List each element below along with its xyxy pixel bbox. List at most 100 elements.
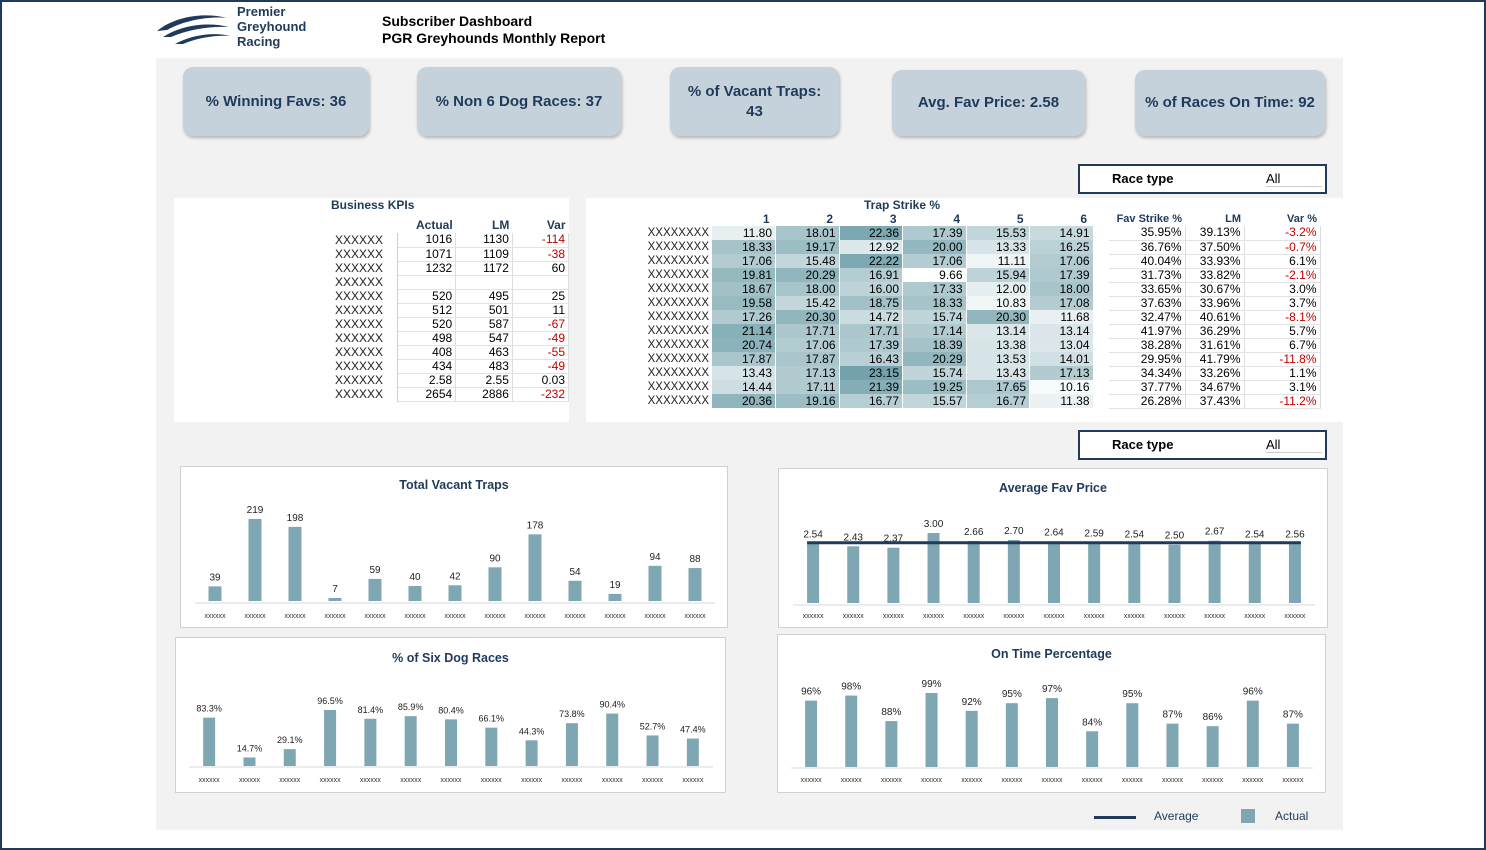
bar-8	[528, 534, 542, 601]
category-label-6: xxxxxx	[1044, 613, 1066, 620]
fav-cell: 34.67%	[1185, 380, 1245, 395]
category-label-3: xxxxxx	[325, 613, 347, 620]
table-row: XXXXXXXX 21.14 17.71 17.71 17.14 13.14 13.14	[586, 324, 1094, 338]
trap-cell: 14.01	[1029, 352, 1094, 366]
bar-4	[364, 718, 377, 766]
data-label-8: 44.3%	[519, 726, 545, 736]
data-label-3: 96.5%	[317, 696, 343, 706]
filter-value[interactable]: All	[1266, 171, 1322, 187]
row-label: XXXXXXXX	[647, 324, 709, 337]
table-row: XXXXXX 2654 2886 -232	[332, 387, 570, 402]
data-label-6: 97%	[1042, 684, 1062, 695]
table-row: 26.28% 37.43% -11.2%	[1109, 394, 1321, 409]
kpi-cell-label: XXXXXX	[332, 275, 398, 289]
category-label-3: xxxxxx	[923, 613, 945, 620]
bar-11	[648, 565, 662, 601]
kpi-cell-label: XXXXXX	[332, 317, 398, 331]
data-label-10: 90.4%	[599, 700, 625, 710]
table-row: XXXXXXXX 18.33 19.17 12.92 20.00 13.33 16.25	[586, 240, 1094, 254]
table-row: XXXXXX 498 547 -49	[332, 331, 570, 346]
fav-cell: 36.76%	[1109, 240, 1186, 255]
trap-cell: 17.06	[902, 254, 967, 268]
chart-title: Total Vacant Traps	[399, 478, 509, 492]
category-label-3: xxxxxx	[320, 777, 342, 784]
trap-cell: 18.75	[839, 296, 903, 310]
table-row: 29.95% 41.79% -11.8%	[1109, 352, 1321, 367]
category-label-6: xxxxxx	[1042, 777, 1064, 784]
table-row: 37.77% 34.67% 3.1%	[1109, 380, 1321, 395]
brand-line-1: Premier	[237, 4, 286, 19]
kpi-cell-actual: 1016	[397, 233, 457, 248]
table-row: XXXXXX 512 501 11	[332, 303, 570, 318]
fav-cell: 5.7%	[1244, 324, 1321, 339]
bar-4	[368, 578, 382, 601]
category-label-4: xxxxxx	[365, 613, 387, 620]
trap-cell: 17.11	[775, 380, 840, 394]
trap-cell: 21.14	[712, 324, 776, 338]
data-label-11: 96%	[1243, 687, 1263, 698]
category-label-5: xxxxxx	[1003, 613, 1025, 620]
trap-cell: 16.77	[966, 394, 1030, 408]
data-label-8: 178	[527, 520, 544, 531]
kpi-cell-var: -55	[512, 345, 570, 360]
trap-cell: 19.17	[775, 240, 840, 254]
trap-cell: 16.00	[839, 282, 903, 296]
trap-cell: 18.00	[1029, 282, 1094, 296]
trap-cell: 17.06	[712, 254, 776, 268]
trap-cell: 18.39	[902, 338, 967, 352]
trap-cell: 13.38	[966, 338, 1030, 352]
filter-value[interactable]: All	[1266, 437, 1322, 453]
kpi-cell-lm: 483	[455, 359, 513, 374]
trap-cell: 20.29	[775, 268, 840, 282]
trap-cell: 14.91	[1029, 226, 1094, 240]
chart-svg: 96% xxxxxx 98% xxxxxx 88% xxxxxx 99% xxxxxx 92% x…	[791, 679, 1313, 784]
fav-cell: 37.50%	[1185, 240, 1245, 255]
fav-cell: 26.28%	[1109, 394, 1186, 409]
data-label-12: 2.56	[1285, 529, 1305, 540]
bar-7	[1088, 542, 1101, 603]
data-label-9: 73.8%	[559, 709, 585, 719]
race-type-filter-1[interactable]: Race type All	[1078, 164, 1327, 194]
trap-cell: 20.36	[712, 394, 776, 408]
trap-cell: 12.92	[839, 240, 903, 254]
trap-cell: 16.25	[1029, 240, 1094, 254]
table-row: XXXXXXXX 20.36 19.16 16.77 15.57 16.77 11.38	[586, 394, 1094, 408]
race-type-filter-2[interactable]: Race type All	[1078, 430, 1327, 460]
data-label-0: 83.3%	[196, 704, 222, 714]
trap-cell: 9.66	[902, 268, 967, 282]
table-row: XXXXXXXX 17.06 15.48 22.22 17.06 11.11 17.06	[586, 254, 1094, 268]
fav-cell: 1.1%	[1244, 366, 1321, 381]
chart-on-time-percentage: On Time Percentage 96% xxxxxx 98% xxxxxx 88%…	[777, 634, 1326, 793]
bar-11	[646, 735, 659, 766]
table-row: XXXXXXXX 13.43 17.13 23.15 15.74 13.43 17.13	[586, 366, 1094, 380]
data-label-2: 88%	[881, 707, 901, 718]
table-row: XXXXXXXX 11.80 18.01 22.36 17.39 15.53 14.91	[586, 226, 1094, 240]
data-label-2: 29.1%	[277, 735, 303, 745]
col-fav-lm: LM	[1225, 213, 1241, 225]
trap-cell: 17.39	[839, 338, 903, 352]
data-label-1: 98%	[841, 682, 861, 693]
bar-12	[686, 738, 699, 766]
trap-cell: 18.67	[712, 282, 776, 296]
trap-cell: 19.16	[775, 394, 840, 408]
data-label-10: 86%	[1203, 712, 1223, 723]
table-row: 35.95% 39.13% -3.2%	[1109, 226, 1321, 241]
fav-cell: 38.28%	[1109, 338, 1186, 353]
trap-cell: 15.74	[902, 310, 967, 324]
kpi-cell-actual: 512	[397, 303, 457, 318]
kpi-races-on-time: % of Races On Time: 92	[1135, 70, 1325, 136]
fav-cell: 37.43%	[1185, 394, 1245, 409]
trap-cell: 16.43	[839, 352, 903, 366]
fav-cell: 3.1%	[1244, 380, 1321, 395]
fav-cell: 41.79%	[1185, 352, 1245, 367]
bar-9	[565, 723, 578, 766]
category-label-8: xxxxxx	[1124, 613, 1146, 620]
chart-total-vacant-traps: Total Vacant Traps 39 xxxxxx 219 xxxxxx 198 x…	[180, 466, 728, 628]
category-label-0: xxxxxx	[205, 613, 227, 620]
brand-line-3: Racing	[237, 34, 281, 49]
category-label-11: xxxxxx	[1242, 777, 1264, 784]
trap-cell: 23.15	[839, 366, 903, 380]
table-row: 34.34% 33.26% 1.1%	[1109, 366, 1321, 381]
